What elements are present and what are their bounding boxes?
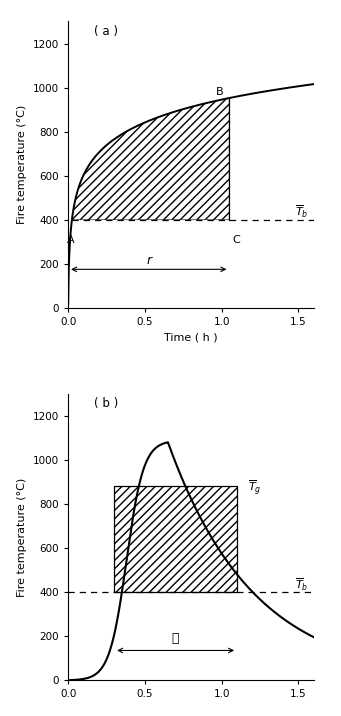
Text: B: B	[216, 87, 223, 97]
X-axis label: Time ( h ): Time ( h )	[164, 332, 218, 342]
Text: $\mathit{\overline{T}}_b$: $\mathit{\overline{T}}_b$	[295, 204, 309, 221]
Text: C: C	[233, 235, 240, 245]
Text: $\mathit{\overline{T}}_b$: $\mathit{\overline{T}}_b$	[295, 576, 309, 593]
Text: ( b ): ( b )	[94, 397, 119, 410]
Text: $\mathit{\overline{T}}_g$: $\mathit{\overline{T}}_g$	[248, 479, 261, 498]
Text: ( a ): ( a )	[94, 24, 118, 38]
Text: Ⓗ: Ⓗ	[172, 632, 179, 645]
Y-axis label: Fire temperature (°C): Fire temperature (°C)	[17, 478, 27, 596]
Text: r: r	[146, 254, 151, 268]
Y-axis label: Fire temperature (°C): Fire temperature (°C)	[17, 105, 27, 224]
Text: A: A	[66, 235, 74, 245]
Bar	[114, 486, 237, 592]
